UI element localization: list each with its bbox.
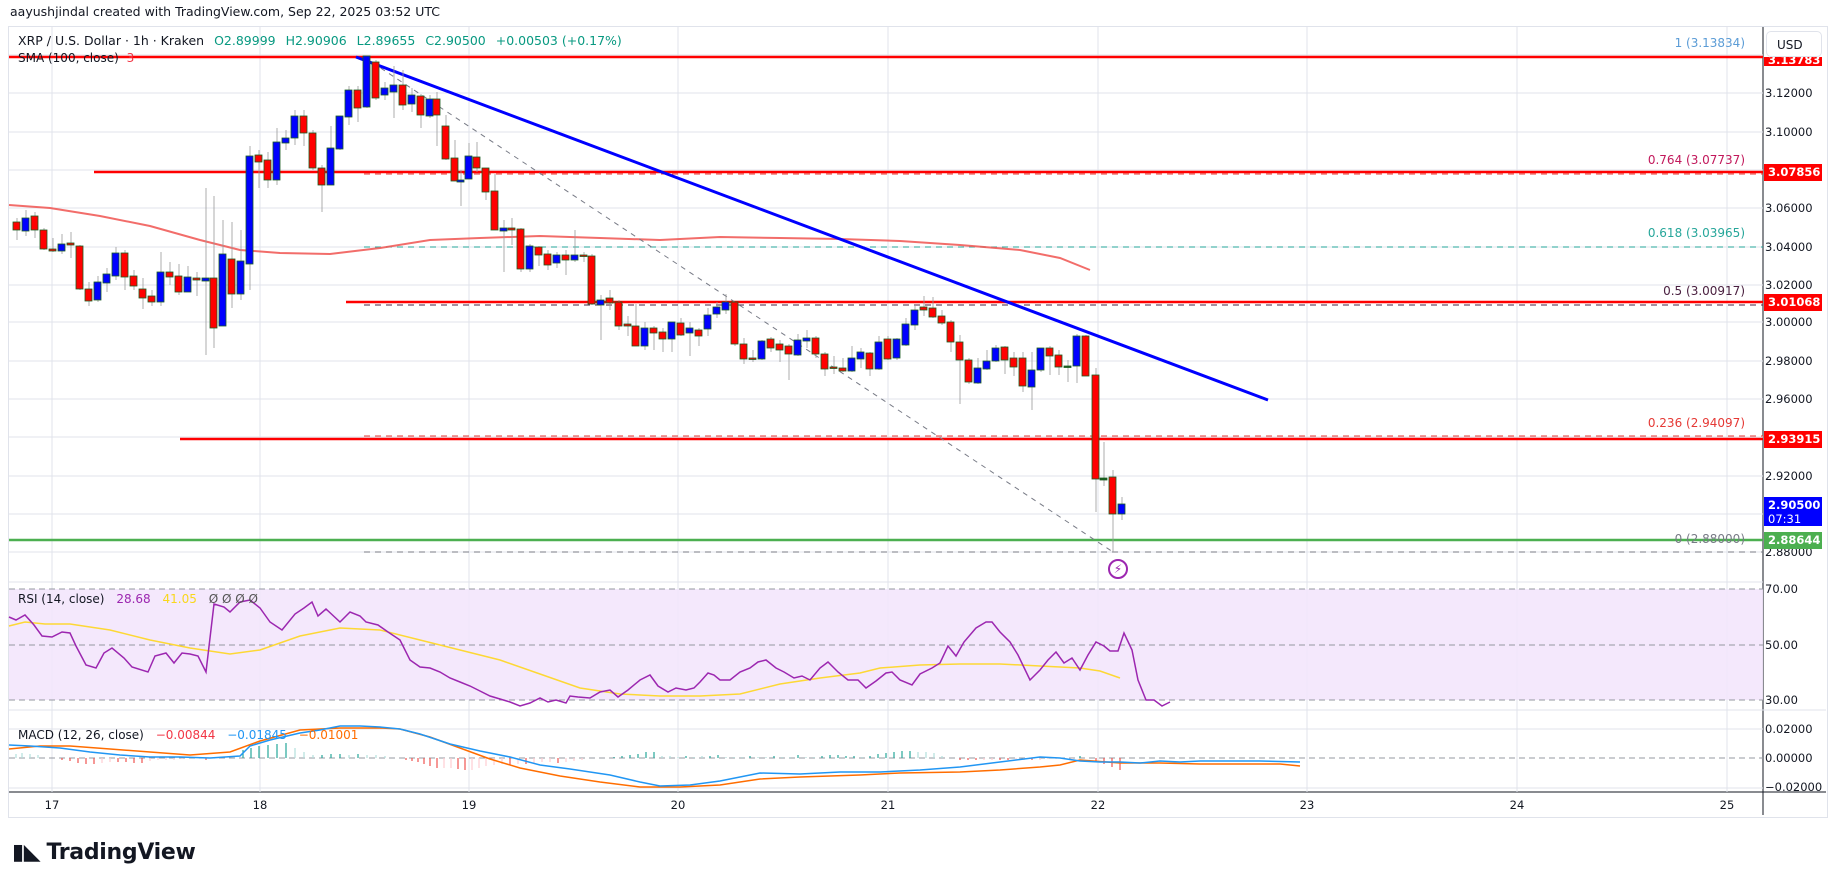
price-tick: 2.96000: [1765, 392, 1813, 406]
rsi-extra-values: Ø Ø Ø Ø: [208, 592, 258, 606]
macd-tick: 0.00000: [1765, 751, 1813, 765]
macd-signal-line: [8, 727, 1301, 788]
macd-legend[interactable]: MACD (12, 26, close) −0.00844 −0.01845 −…: [18, 728, 366, 742]
rsi-ma-value: 41.05: [162, 592, 197, 606]
time-tick: 18: [252, 798, 268, 812]
time-tick: 21: [880, 798, 896, 812]
macd-tick: −0.02000: [1765, 780, 1823, 794]
macd-histogram-value: −0.00844: [155, 728, 216, 742]
rsi-value: 28.68: [116, 592, 151, 606]
sma-100-line: [8, 204, 1091, 271]
macd-gridlines: [9, 728, 1763, 789]
fib-label-0764: 0.764 (3.07737): [1647, 153, 1745, 167]
time-tick: 24: [1509, 798, 1525, 812]
macd-signal-value: −0.01001: [298, 728, 359, 742]
fib-label-0: 0 (2.88000): [1674, 532, 1745, 546]
candles: [12, 55, 1126, 552]
time-tick: 20: [670, 798, 686, 812]
macd-value: −0.01845: [227, 728, 287, 742]
symbol-legend[interactable]: XRP / U.S. Dollar · 1h · Kraken O2.89999…: [18, 33, 622, 48]
current-price-value: 2.90500: [1768, 498, 1821, 512]
tradingview-logo-text: TradingView: [46, 840, 196, 865]
price-change: +0.00503 (+0.17%): [495, 33, 622, 48]
macd-label: MACD (12, 26, close): [18, 728, 144, 742]
current-price-tag: 2.90500 07:31: [1764, 497, 1822, 526]
horizontal-levels: [9, 55, 1763, 542]
price-tick: 3.12000: [1765, 86, 1813, 100]
lightning-icon[interactable]: ⚡: [1108, 559, 1128, 579]
rsi-ma-line: [8, 621, 1121, 697]
price-tag-resistance-2: 3.01068: [1764, 294, 1822, 311]
tradingview-logo: ▮◣ TradingView: [12, 840, 196, 865]
fib-label-05: 0.5 (3.00917): [1663, 284, 1745, 298]
rsi-tick: 30.00: [1765, 693, 1798, 707]
chart-credit: aayushjindal created with TradingView.co…: [10, 4, 441, 19]
ohlc-open: O2.89999: [214, 33, 276, 48]
price-tick: 2.98000: [1765, 354, 1813, 368]
macd-line: [8, 725, 1301, 787]
currency-button[interactable]: USD: [1766, 31, 1822, 57]
fibonacci-levels: [364, 56, 1763, 553]
fib-label-1: 1 (3.13834): [1674, 36, 1745, 50]
price-tag-resistance-1: 3.07856: [1764, 164, 1822, 181]
time-tick: 23: [1299, 798, 1315, 812]
bearish-trendline: [355, 55, 1269, 402]
horizontal-gridlines: [9, 54, 1763, 553]
macd-histogram: [15, 743, 1121, 770]
time-tick: 22: [1090, 798, 1106, 812]
time-tick: 25: [1719, 798, 1735, 812]
macd-tick: 0.02000: [1765, 722, 1813, 736]
fib-label-0236: 0.236 (2.94097): [1647, 416, 1745, 430]
time-tick: 17: [44, 798, 60, 812]
tradingview-logo-icon: ▮◣: [12, 840, 41, 865]
time-tick: 19: [461, 798, 477, 812]
price-tag-resistance-3: 2.93915: [1764, 431, 1822, 448]
rsi-tick: 50.00: [1765, 638, 1798, 652]
price-tick: 3.10000: [1765, 125, 1813, 139]
symbol-name[interactable]: XRP / U.S. Dollar · 1h · Kraken: [18, 33, 205, 48]
price-tick: 3.06000: [1765, 201, 1813, 215]
rsi-tick: 70.00: [1765, 582, 1798, 596]
ohlc-close: C2.90500: [425, 33, 486, 48]
bar-countdown: 07:31: [1768, 512, 1802, 526]
price-tick: 2.92000: [1765, 469, 1813, 483]
rsi-label: RSI (14, close): [18, 592, 105, 606]
price-tag-top: 3.13783: [1764, 57, 1822, 66]
price-tick: 3.04000: [1765, 240, 1813, 254]
price-tag-support: 2.88644: [1764, 532, 1822, 549]
rsi-legend[interactable]: RSI (14, close) 28.68 41.05 Ø Ø Ø Ø: [18, 592, 266, 606]
price-tick: 3.00000: [1765, 315, 1813, 329]
sma-label: SMA (100, close): [18, 51, 119, 65]
ohlc-low: L2.89655: [356, 33, 416, 48]
rsi-levels: [9, 588, 1763, 701]
price-tick: 3.02000: [1765, 278, 1813, 292]
sma-value: 3: [126, 51, 135, 65]
fib-label-0618: 0.618 (3.03965): [1647, 226, 1745, 240]
ohlc-high: H2.90906: [285, 33, 347, 48]
rsi-line: [8, 599, 1171, 707]
sma-legend[interactable]: SMA (100, close) 3: [18, 51, 134, 65]
